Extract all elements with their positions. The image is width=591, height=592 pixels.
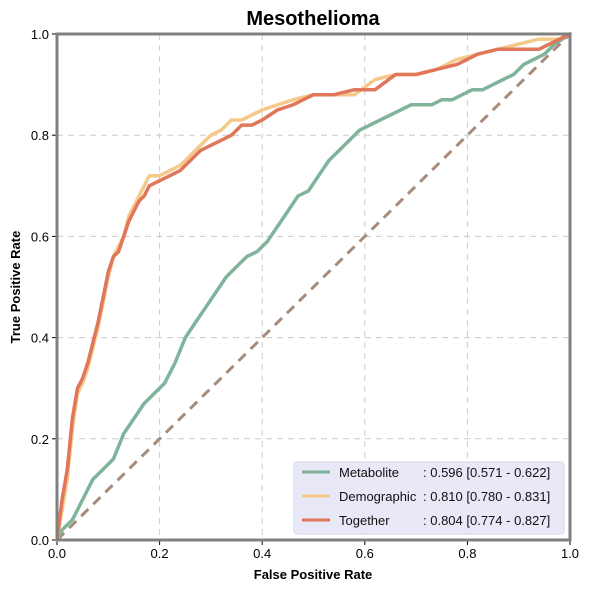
- plot-frame: [55, 32, 572, 542]
- x-tick-label: 0.0: [48, 546, 66, 561]
- x-tick-label: 0.4: [253, 546, 271, 561]
- roc-curve-together: [55, 32, 572, 542]
- legend-label-metabolite: Metabolite: [339, 465, 399, 480]
- grid-lines: [57, 34, 570, 540]
- y-tick-label: 0.2: [31, 432, 49, 447]
- x-tick-label: 0.6: [356, 546, 374, 561]
- y-tick-label: 1.0: [31, 27, 49, 42]
- legend-auc-together: : 0.804 [0.774 - 0.827]: [423, 513, 550, 528]
- axis-ticks: 0.0 0.2 0.4 0.6 0.8 1.0 0.0 0.2 0.4 0.6 0.8 1.0: [31, 27, 579, 561]
- chance-diagonal-line: [55, 32, 572, 542]
- legend-auc-demographic: : 0.810 [0.780 - 0.831]: [423, 489, 550, 504]
- y-tick-label: 0.6: [31, 229, 49, 244]
- y-tick-label: 0.8: [31, 128, 49, 143]
- y-axis-label: True Positive Rate: [8, 231, 23, 344]
- legend-label-together: Together: [339, 513, 390, 528]
- chart-title: Mesothelioma: [246, 8, 380, 30]
- legend-box: [293, 461, 565, 535]
- legend-auc-metabolite: : 0.596 [0.571 - 0.622]: [423, 465, 550, 480]
- x-tick-label: 1.0: [561, 546, 579, 561]
- y-tick-label: 0.4: [31, 331, 49, 346]
- roc-curve-metabolite: [55, 32, 572, 542]
- x-tick-label: 0.8: [458, 546, 476, 561]
- x-axis-label: False Positive Rate: [254, 567, 373, 582]
- roc-curves: [55, 32, 572, 542]
- y-tick-label: 0.0: [31, 533, 49, 548]
- legend-label-demographic: Demographic: [339, 489, 417, 504]
- legend: Metabolite : 0.596 [0.571 - 0.622] Demog…: [293, 461, 565, 535]
- x-tick-label: 0.2: [151, 546, 169, 561]
